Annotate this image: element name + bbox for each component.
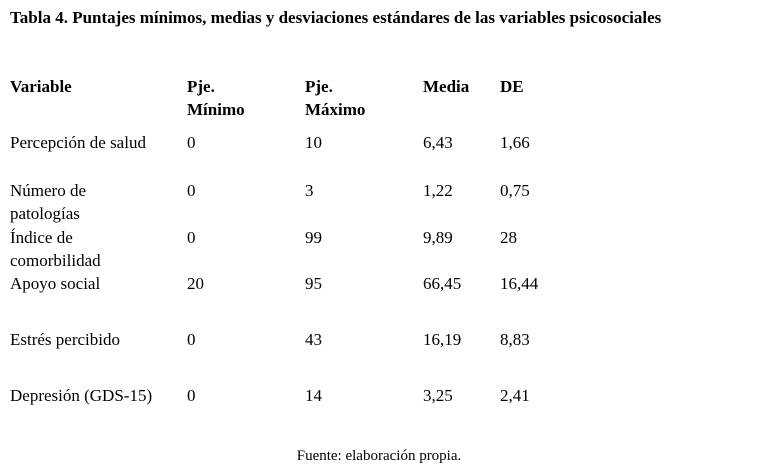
- table-cell: 6,43: [423, 133, 453, 152]
- table-cell: 16,19: [423, 330, 462, 349]
- table-cell: 14: [305, 386, 322, 405]
- table-cell: 2,41: [500, 386, 530, 405]
- table-cell: Estrés percibido: [10, 330, 120, 349]
- table-cell: 66,45: [423, 274, 462, 293]
- column-header: Variable: [10, 77, 72, 96]
- table-cell: 0: [187, 181, 196, 200]
- column-header: Pje. Máximo: [305, 77, 366, 119]
- table-cell: 9,89: [423, 228, 453, 247]
- table-cell: 0: [187, 133, 196, 152]
- column-header: Media: [423, 77, 470, 96]
- table-cell: 0: [187, 228, 196, 247]
- column-header: Pje. Mínimo: [187, 77, 245, 119]
- table-cell: 1,22: [423, 181, 453, 200]
- table-cell: 3: [305, 181, 314, 200]
- table-cell: Número de patologías: [10, 181, 87, 223]
- table-cell: 16,44: [500, 274, 539, 293]
- table-cell: 20: [187, 274, 204, 293]
- table-cell: 8,83: [500, 330, 530, 349]
- table-cell: 28: [500, 228, 517, 247]
- table-cell: 43: [305, 330, 322, 349]
- table-cell: 0,75: [500, 181, 530, 200]
- table-cell: 10: [305, 133, 322, 152]
- table-cell: 95: [305, 274, 322, 293]
- table-cell: 0: [187, 386, 196, 405]
- table-cell: 3,25: [423, 386, 453, 405]
- table-cell: Índice de comorbilidad: [10, 228, 101, 270]
- column-header: DE: [500, 77, 524, 96]
- table-cell: Percepción de salud: [10, 133, 146, 152]
- source-note: Fuente: elaboración propia.: [296, 448, 462, 464]
- table-cell: 0: [187, 330, 196, 349]
- table-cell: Apoyo social: [10, 274, 101, 293]
- table-cell: 99: [305, 228, 322, 247]
- table-cell: 1,66: [500, 133, 530, 152]
- table-cell: Depresión (GDS-15): [10, 386, 153, 405]
- table-title: Tabla 4. Puntajes mínimos, medias y desv…: [10, 8, 662, 27]
